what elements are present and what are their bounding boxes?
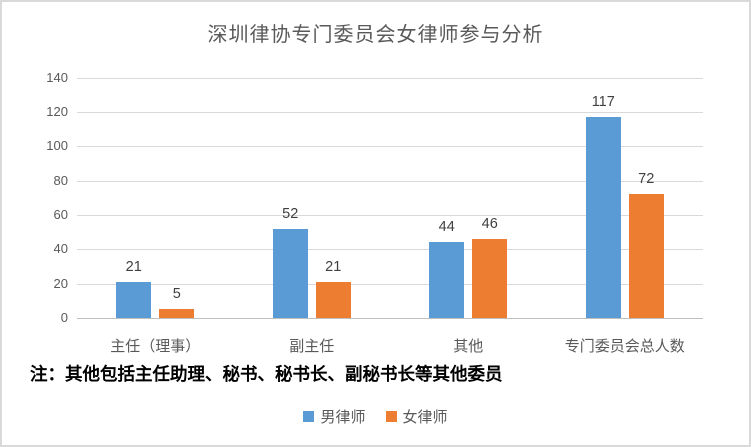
gridline	[77, 180, 703, 182]
bar-female	[315, 281, 351, 318]
bar-value-label: 72	[638, 171, 655, 188]
bar-value-label: 117	[591, 94, 615, 110]
gridline	[77, 214, 703, 216]
legend-label: 女律师	[402, 409, 448, 426]
x-category-label: 专门委员会总人数	[564, 338, 685, 355]
gridline	[77, 283, 703, 285]
bar-value-label: 5	[172, 286, 181, 303]
y-tick-label: 120	[46, 103, 68, 119]
y-tick-label: 60	[53, 206, 68, 222]
x-category-label: 副主任	[289, 338, 335, 355]
bar-value-label: 21	[325, 258, 342, 275]
y-tick-label: 100	[46, 138, 68, 154]
gridline	[77, 77, 703, 79]
gridline	[77, 249, 703, 251]
legend-item: 男律师	[303, 406, 366, 427]
x-category-label: 主任（理事）	[110, 338, 201, 355]
bar-male	[116, 281, 152, 318]
chart-note: 注：其他包括主任助理、秘书、秘书长、副秘书长等其他委员	[30, 364, 503, 384]
y-tick-label: 0	[60, 310, 68, 325]
gridline	[77, 146, 703, 148]
bar-female	[472, 238, 508, 318]
bar-male	[585, 117, 621, 318]
y-tick-label: 40	[53, 241, 68, 257]
legend-item: 女律师	[385, 406, 448, 427]
y-tick-label: 80	[53, 172, 68, 188]
legend: 男律师 女律师	[2, 406, 749, 427]
gridline	[77, 111, 703, 113]
bar-value-label: 46	[481, 215, 498, 232]
bar-male	[272, 228, 308, 318]
bar-value-label: 44	[438, 219, 455, 236]
y-tick-label: 140	[46, 69, 68, 85]
x-category-label: 其他	[453, 338, 484, 355]
bar-value-label: 21	[125, 258, 142, 275]
gridline	[77, 318, 703, 319]
legend-swatch-male	[303, 411, 315, 422]
legend-label: 男律师	[320, 409, 366, 426]
y-tick-label: 20	[53, 275, 68, 291]
bar-female	[159, 309, 195, 318]
chart-title: 深圳律协专门委员会女律师参与分析	[207, 24, 544, 46]
bar-value-label: 52	[282, 205, 299, 222]
bar-female	[628, 194, 664, 318]
legend-swatch-female	[385, 411, 397, 422]
bar-male	[429, 242, 465, 318]
